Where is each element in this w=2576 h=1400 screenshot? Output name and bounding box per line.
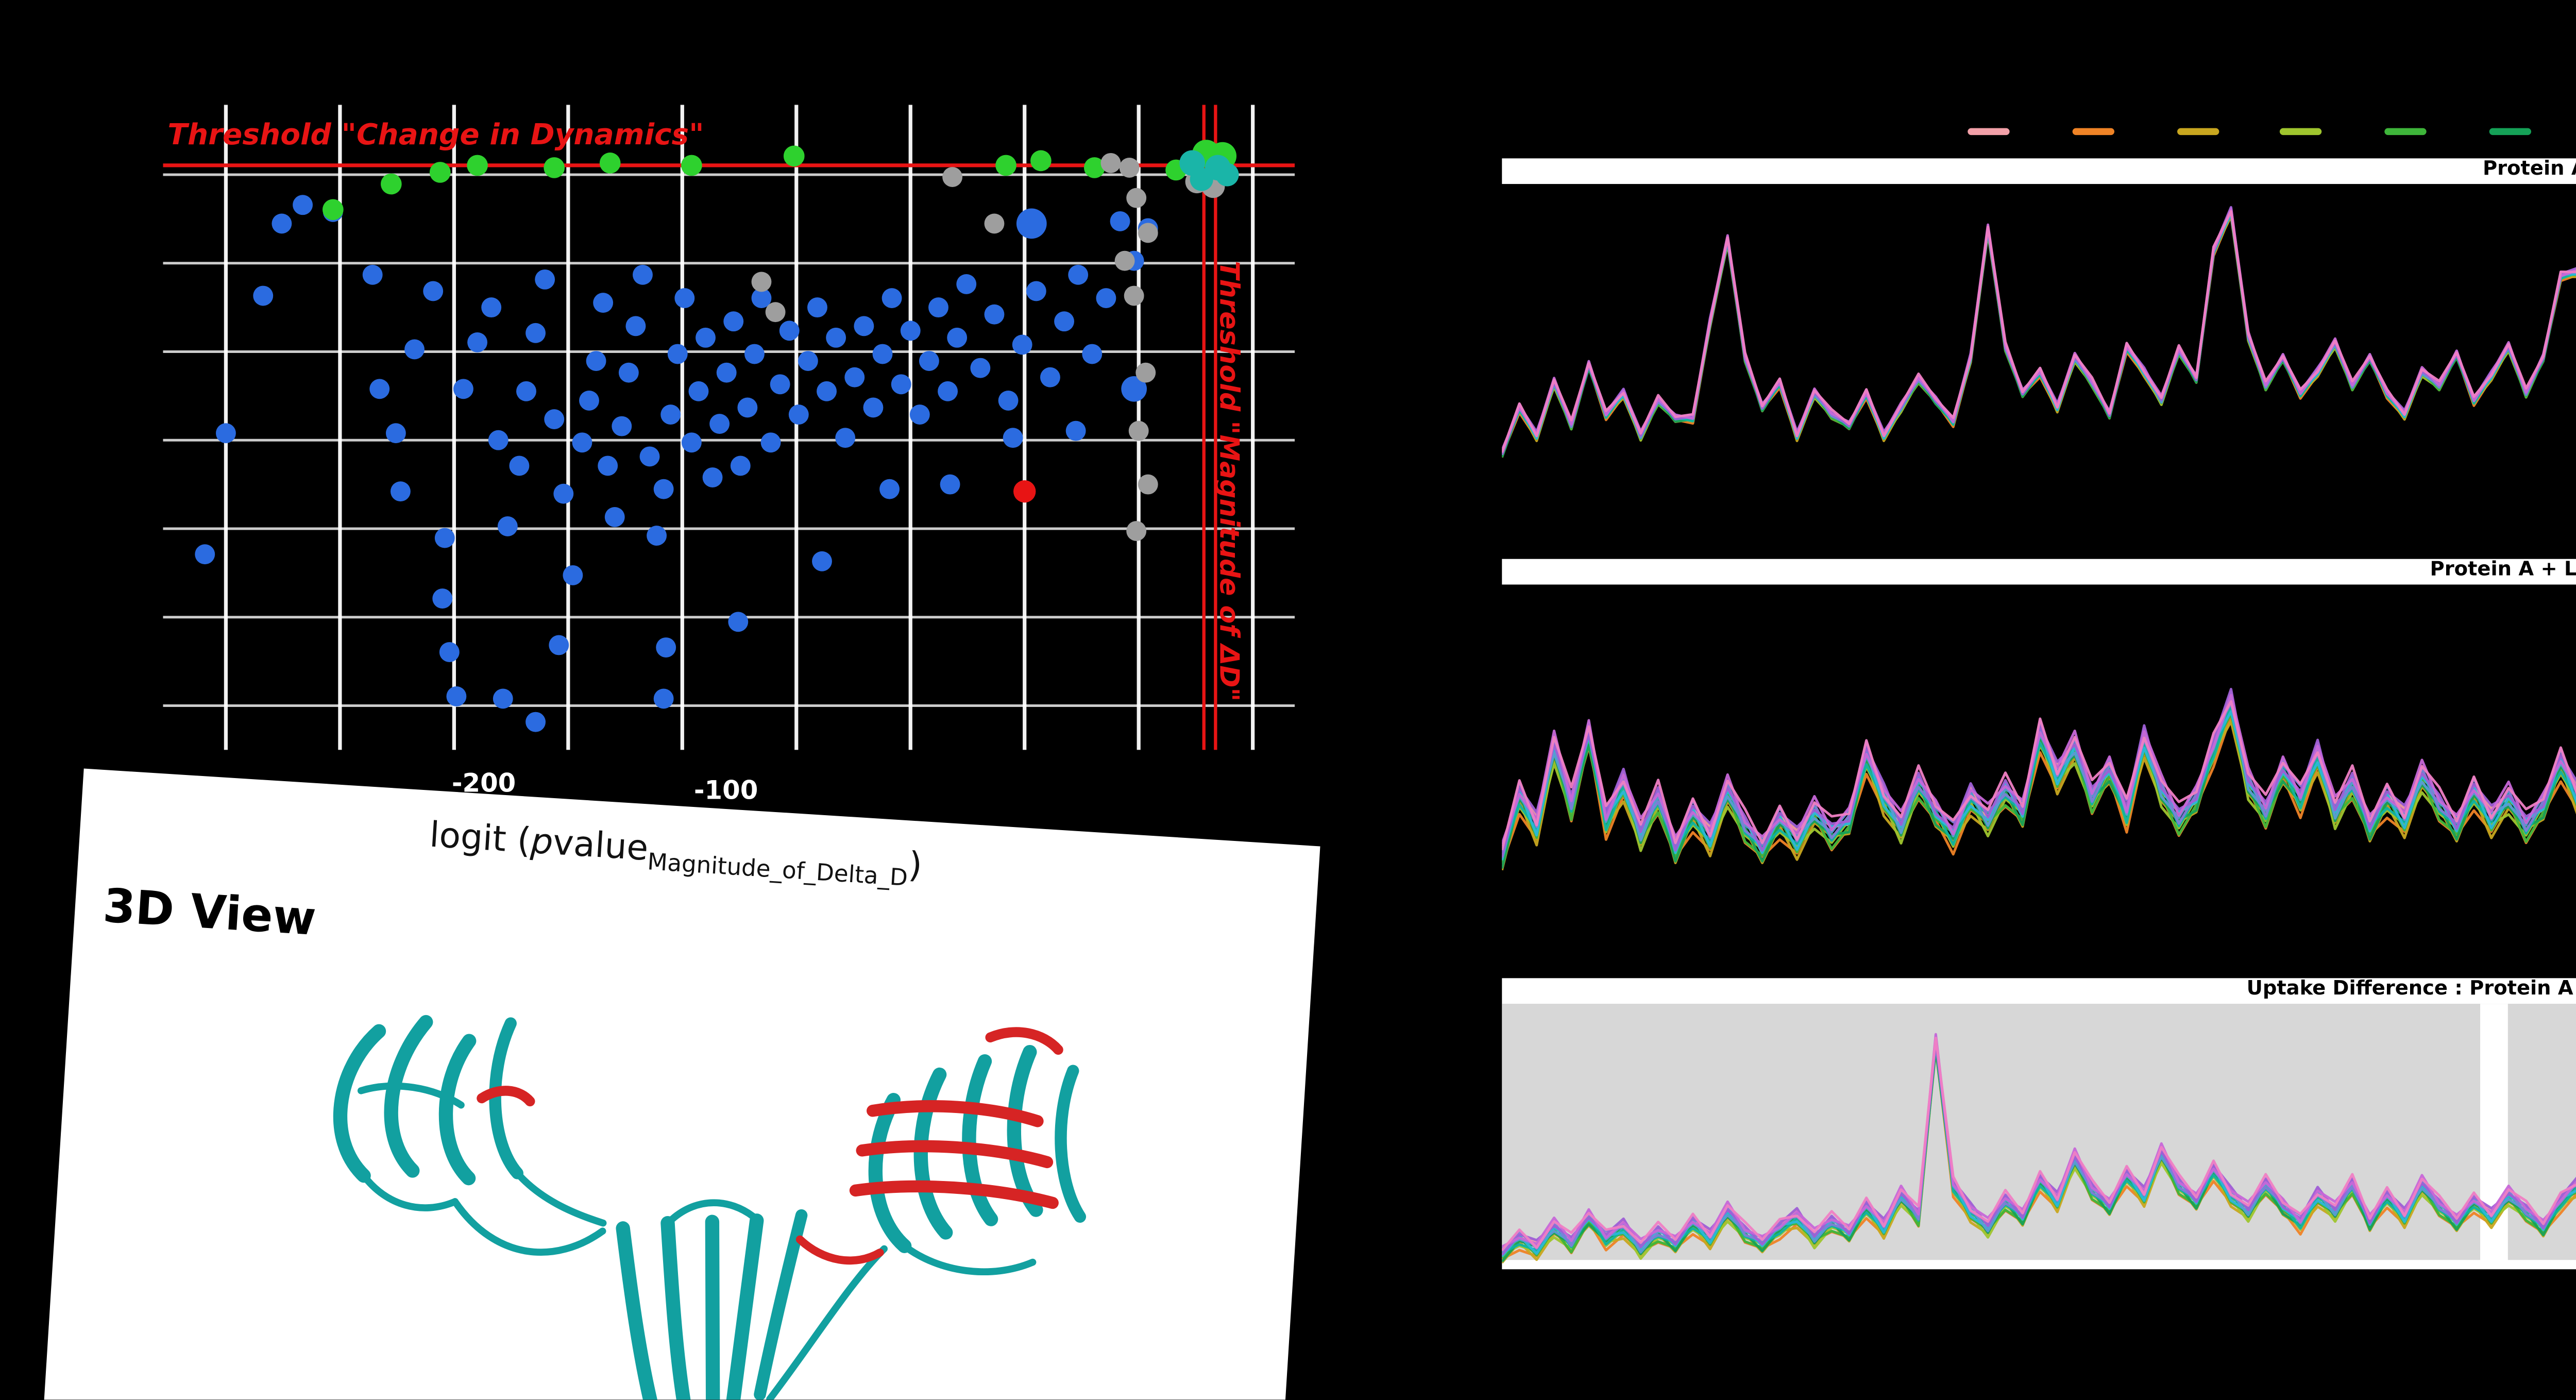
gray-block bbox=[2507, 1004, 2576, 1260]
panel-title-uptake-difference: Uptake Difference : Protein A - (Protein… bbox=[1502, 978, 2576, 1004]
ribbon-highlight-segments bbox=[477, 1027, 1063, 1265]
legend-swatch[interactable] bbox=[2176, 127, 2218, 136]
x-tick-minus-100: -100 bbox=[693, 775, 758, 806]
uptake-series bbox=[1502, 208, 2576, 451]
view3d-card[interactable]: logit (pvalueMagnitude_of_Delta_D) 3D Vi… bbox=[38, 768, 1320, 1400]
uptake-series bbox=[1502, 210, 2576, 454]
legend-swatch[interactable] bbox=[2384, 127, 2427, 136]
uptake-series bbox=[1502, 215, 2576, 458]
uptake-series bbox=[1502, 211, 2576, 454]
volcano-x-axis-label: logit (pvalueMagnitude_of_Delta_D) bbox=[428, 814, 924, 893]
uptake-series bbox=[1502, 209, 2576, 458]
view3d-title: 3D View bbox=[101, 877, 318, 947]
uptake-series bbox=[1502, 714, 2576, 865]
scatter-series-peptides-cluster[interactable] bbox=[1179, 150, 1239, 191]
legend-swatch[interactable] bbox=[2072, 127, 2114, 136]
protein-ribbon-svg[interactable] bbox=[157, 938, 1282, 1400]
threshold-dynamics-label: Threshold "Change in Dynamics" bbox=[167, 116, 704, 151]
ribbon-right-domain bbox=[868, 1044, 1087, 1275]
uptake-series bbox=[1502, 687, 2576, 858]
legend-swatch[interactable] bbox=[2280, 127, 2323, 136]
timepoint-legend bbox=[1968, 126, 2576, 138]
uptake-series bbox=[1502, 213, 2576, 456]
uptake-series bbox=[1502, 702, 2576, 852]
panel-title-protein-a: Protein A bbox=[1502, 158, 2576, 184]
scatter-series-peptides-change-in-dynamics[interactable] bbox=[322, 140, 1237, 221]
scatter-series-peptides-below-threshold[interactable] bbox=[195, 195, 1158, 732]
scatter-series-peptides-significant-both[interactable] bbox=[1013, 480, 1036, 503]
panel-title-protein-a-ligand: Protein A + Ligand bbox=[1502, 559, 2576, 585]
scatter-series-peptides-excluded[interactable] bbox=[751, 153, 1225, 541]
threshold-magnitude-label: Threshold "Magnitude of ΔD" bbox=[1213, 261, 1246, 702]
ribbon-center-domain bbox=[616, 1199, 888, 1400]
uptake-series bbox=[1502, 1048, 2576, 1262]
uptake-series bbox=[1502, 1041, 2576, 1256]
uptake-series bbox=[1502, 210, 2576, 453]
uptake-chart-protein-a[interactable] bbox=[1502, 184, 2576, 541]
volcano-plot[interactable] bbox=[163, 105, 1295, 750]
uptake-series bbox=[1502, 208, 2576, 451]
uptake-difference-chart[interactable] bbox=[1502, 1004, 2576, 1270]
uptake-chart-protein-a-ligand[interactable] bbox=[1502, 584, 2576, 948]
uptake-series bbox=[1502, 713, 2576, 863]
uptake-series bbox=[1502, 212, 2576, 456]
legend-swatch[interactable] bbox=[2488, 127, 2531, 136]
uptake-series bbox=[1502, 694, 2576, 845]
uptake-series bbox=[1502, 210, 2576, 453]
ribbon-left-domain bbox=[333, 1015, 607, 1256]
uptake-series bbox=[1502, 207, 2576, 456]
legend-swatch[interactable] bbox=[1968, 127, 2010, 136]
uptake-series bbox=[1502, 698, 2576, 869]
uptake-series bbox=[1502, 720, 2576, 871]
uptake-series bbox=[1502, 206, 2576, 456]
uptake-series bbox=[1502, 700, 2576, 851]
uptake-series bbox=[1502, 1036, 2576, 1252]
